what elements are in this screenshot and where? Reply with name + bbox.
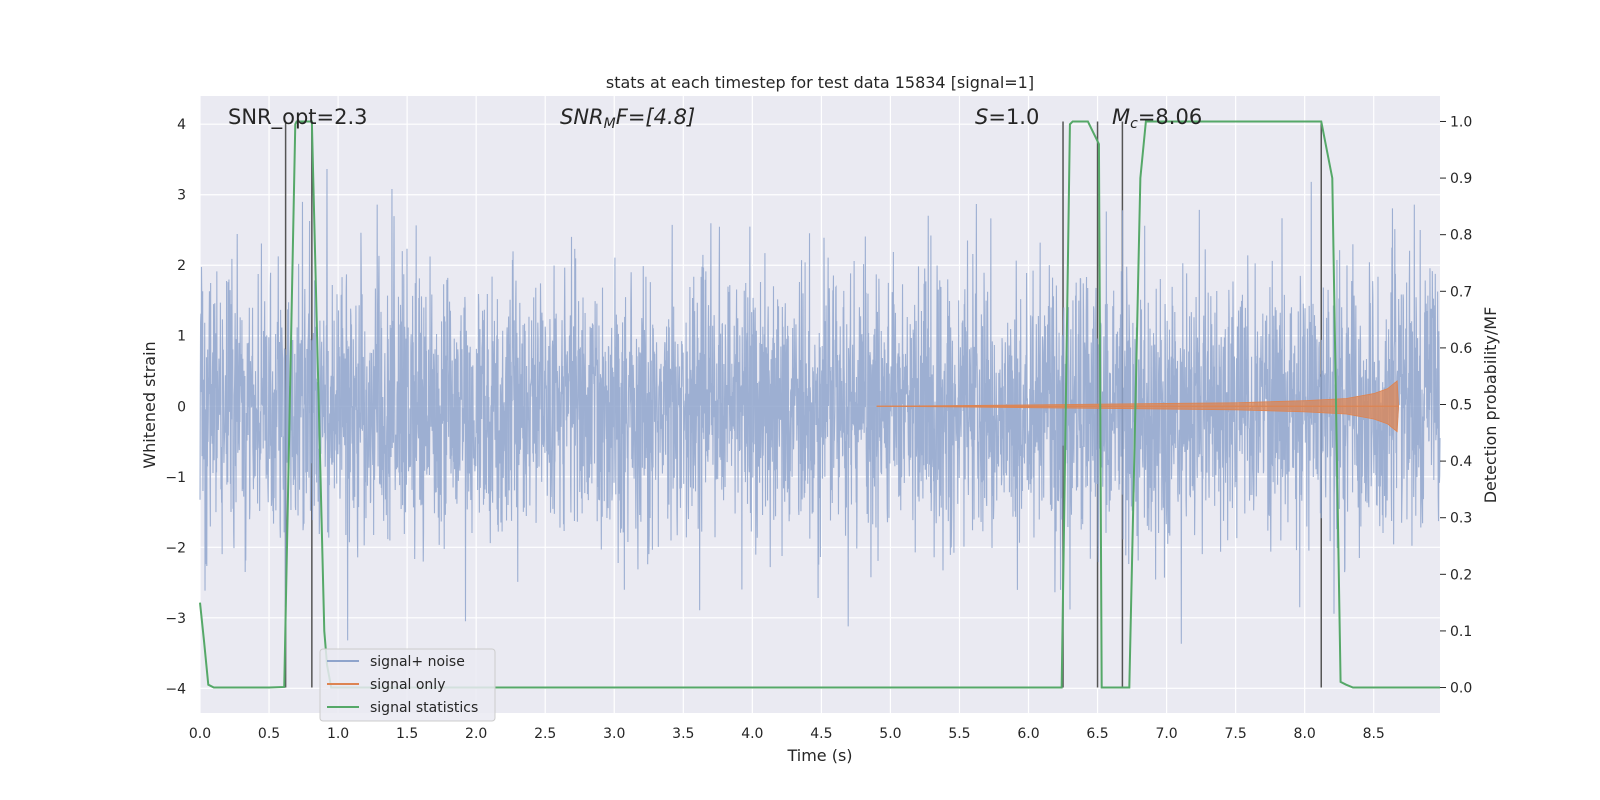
y-right-tick-label: 0.4 — [1450, 454, 1472, 470]
x-tick-labels: 0.0 0.5 1.0 1.5 2.0 2.5 3.0 3.5 4.0 4.5 5.0 5.5 6.0 6… — [189, 726, 1385, 742]
y-tick-labels: −4 −3 −2 −1 0 1 2 3 4 — [165, 117, 186, 697]
y-right-tick-label: 0.2 — [1450, 567, 1472, 583]
annotation-s: S=1.0 — [975, 105, 1039, 129]
y-axis-label: Whitened strain — [140, 341, 159, 468]
x-tick-label: 0.0 — [189, 726, 211, 742]
annotation-s-rest: =1.0 — [988, 105, 1039, 129]
signal-statistics-series — [199, 120, 1440, 689]
legend-label-noise: signal+ noise — [370, 654, 465, 670]
signal-plus-noise-series — [199, 169, 1441, 644]
y-right-tick-label: 1.0 — [1450, 114, 1472, 130]
y-tick-label: −4 — [165, 681, 186, 697]
y-right-tick-labels: 0.0 0.1 0.2 0.3 0.4 0.5 0.6 0.7 0.8 0.9 1.0 — [1440, 114, 1472, 697]
y-tick-label: 3 — [177, 188, 186, 204]
y-tick-label: −3 — [165, 611, 186, 627]
x-tick-label: 0.5 — [258, 726, 280, 742]
legend-label-signal: signal only — [370, 677, 445, 693]
annotation-mc-main: M — [1112, 105, 1130, 129]
y-right-tick-label: 0.8 — [1450, 228, 1472, 244]
y-right-tick-label: 0.0 — [1450, 681, 1472, 697]
y-right-tick-label: 0.7 — [1450, 284, 1472, 300]
x-tick-label: 1.0 — [327, 726, 349, 742]
y-tick-label: 0 — [177, 399, 186, 415]
annotation-snr-mf-sub: M — [604, 116, 616, 132]
legend: signal+ noise signal only signal statist… — [319, 648, 496, 722]
legend-box — [319, 648, 496, 722]
annotation-mc-sub: c — [1130, 116, 1138, 132]
y-tick-label: 2 — [177, 258, 186, 274]
x-tick-label: 3.0 — [603, 726, 625, 742]
x-tick-label: 8.5 — [1363, 726, 1385, 742]
chart-title: stats at each timestep for test data 158… — [606, 73, 1034, 92]
annotation-snr-mf-main: SNR — [560, 105, 604, 129]
signal-plus-noise-line — [199, 169, 1441, 644]
y-tick-label: 1 — [177, 329, 186, 345]
x-tick-label: 2.5 — [534, 726, 556, 742]
signal-statistics-line — [199, 120, 1440, 689]
annotation-s-main: S — [975, 105, 988, 129]
x-tick-label: 3.5 — [672, 726, 694, 742]
x-tick-label: 2.0 — [465, 726, 487, 742]
y-tick-label: −1 — [165, 470, 186, 486]
y-right-tick-label: 0.9 — [1450, 171, 1472, 187]
annotation-snr-mf-rest: F=[4.8] — [616, 105, 695, 129]
x-tick-label: 6.0 — [1017, 726, 1039, 742]
y-right-tick-label: 0.5 — [1450, 398, 1472, 414]
y-right-axis-label: Detection probability/MF — [1481, 307, 1500, 504]
y-right-tick-label: 0.1 — [1450, 624, 1472, 640]
annotation-snr-opt: SNR_opt=2.3 — [228, 105, 368, 130]
y-tick-label: 4 — [177, 117, 186, 133]
y-tick-label: −2 — [165, 540, 186, 556]
signal-only-series — [876, 380, 1399, 433]
x-tick-label: 7.0 — [1155, 726, 1177, 742]
legend-label-stats: signal statistics — [370, 700, 478, 716]
x-tick-label: 4.0 — [741, 726, 763, 742]
y-right-tick-label: 0.6 — [1450, 341, 1472, 357]
x-axis-label: Time (s) — [786, 746, 852, 765]
x-tick-label: 8.0 — [1294, 726, 1316, 742]
x-tick-label: 5.0 — [879, 726, 901, 742]
y-right-tick-label: 0.3 — [1450, 511, 1472, 527]
x-tick-label: 7.5 — [1225, 726, 1247, 742]
x-tick-label: 4.5 — [810, 726, 832, 742]
x-tick-label: 5.5 — [948, 726, 970, 742]
x-tick-label: 6.5 — [1086, 726, 1108, 742]
annotation-mc-rest: =8.06 — [1138, 105, 1202, 129]
annotation-snr-mf: SNRMF=[4.8] — [560, 105, 695, 132]
annotation-mc: Mc=8.06 — [1112, 105, 1202, 132]
x-tick-label: 1.5 — [396, 726, 418, 742]
